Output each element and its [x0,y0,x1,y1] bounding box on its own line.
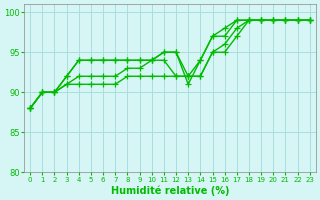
X-axis label: Humidité relative (%): Humidité relative (%) [111,185,229,196]
